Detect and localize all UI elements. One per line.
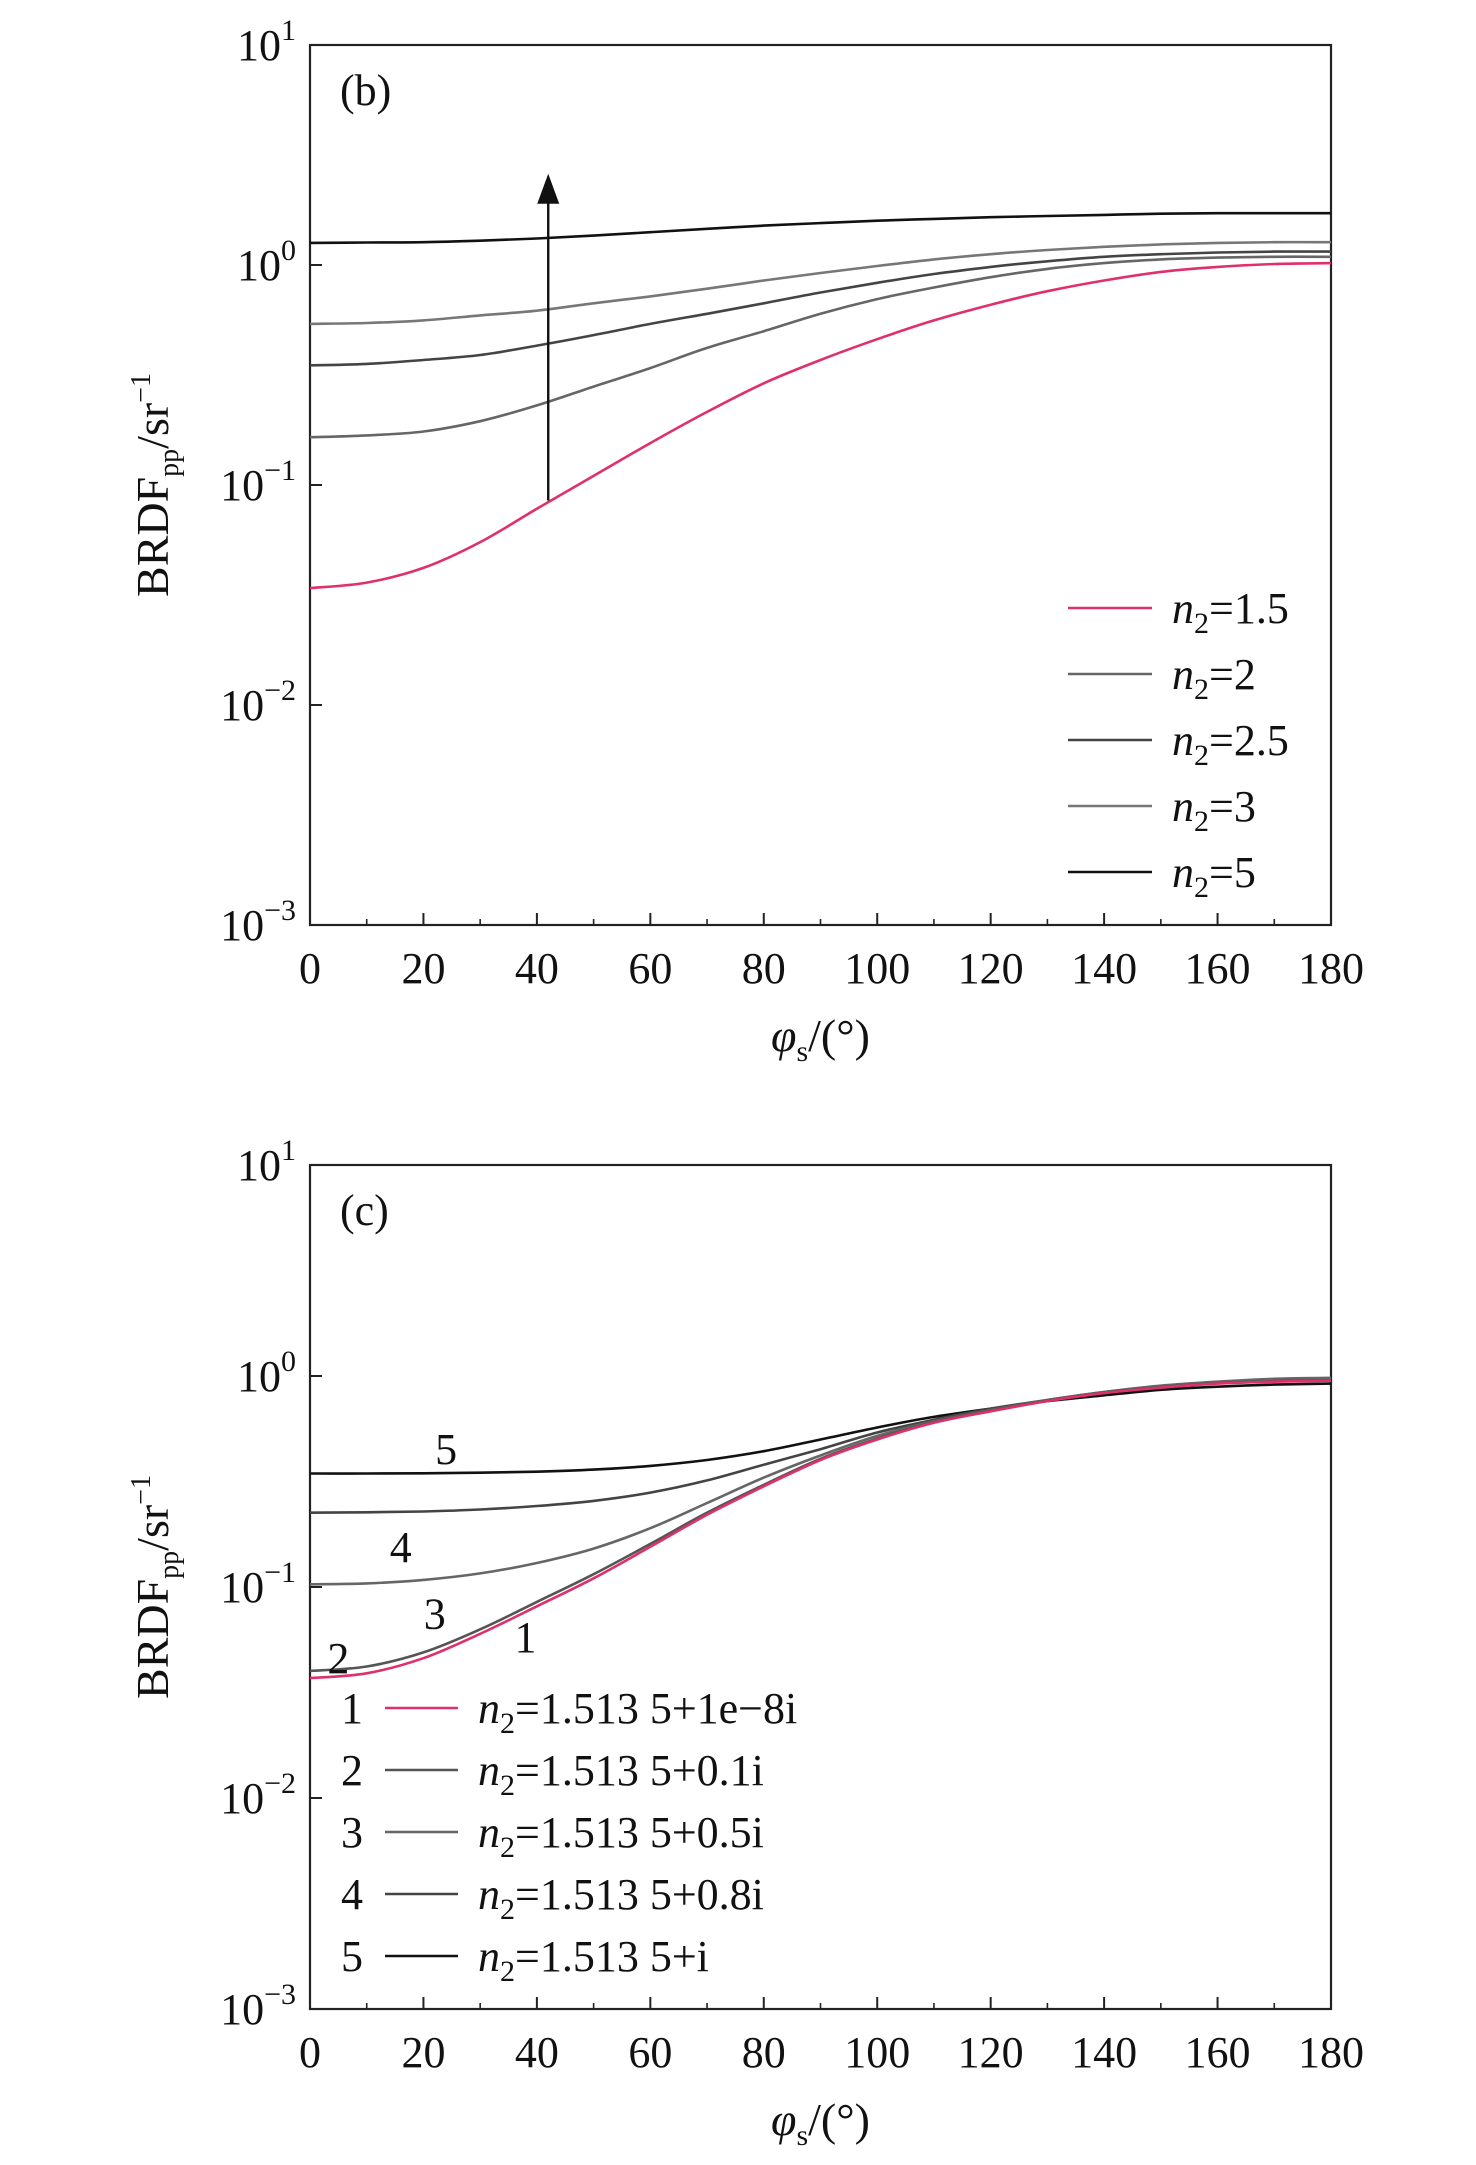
- legend-entry: n2=3: [1172, 782, 1256, 838]
- series-line: [309, 1382, 1332, 1475]
- chart-panel-c: 0 20 40 60 80 100 120 140 160 180 10−3 10−2 10−1 100 1…: [126, 1134, 1364, 2152]
- legend-entry: n2=1.513 5+0.1i: [478, 1746, 764, 1802]
- x-tick-label: 180: [1298, 944, 1364, 993]
- legend-entry: n2=2: [1172, 650, 1256, 706]
- y-axis-title: BRDFpp/sr−1: [126, 1475, 185, 1699]
- panel-label: (b): [340, 66, 391, 115]
- x-tick-label: 20: [401, 944, 445, 993]
- legend-entry: n2=5: [1172, 848, 1256, 904]
- x-tick-label: 0: [299, 2028, 321, 2077]
- curve-number-label: 5: [435, 1425, 457, 1474]
- x-tick-label: 20: [401, 2028, 445, 2077]
- series-line: [309, 1379, 1332, 1680]
- x-tick-label: 100: [844, 944, 910, 993]
- x-tick-label: 0: [299, 944, 321, 993]
- legend-number: 2: [341, 1746, 363, 1795]
- legend-entry: n2=1.513 5+0.8i: [478, 1870, 764, 1926]
- series-line: [309, 250, 1332, 367]
- y-tick-label: 101: [237, 14, 296, 70]
- y-tick-label: 10−3: [220, 894, 296, 950]
- legend-entry: n2=1.513 5+0.5i: [478, 1808, 764, 1864]
- y-tick-label: 10−1: [220, 454, 296, 510]
- y-tick-label: 10−1: [220, 1556, 296, 1612]
- y-tick-label: 10−2: [220, 674, 296, 730]
- plot-frame: [308, 1163, 1333, 2011]
- series-line: [309, 261, 1332, 590]
- series-line: [309, 1378, 1332, 1514]
- curve-number-label: 2: [327, 1634, 349, 1683]
- x-tick-label: 60: [628, 2028, 672, 2077]
- y-tick-label: 101: [237, 1134, 296, 1190]
- x-tick-label: 120: [958, 2028, 1024, 2077]
- legend-number: 3: [341, 1808, 363, 1857]
- legend-entry: n2=1.5: [1172, 584, 1289, 640]
- series-line: [309, 1376, 1332, 1586]
- series-line: [309, 1378, 1332, 1673]
- y-axis-title: BRDFpp/sr−1: [126, 373, 185, 597]
- x-tick-label: 80: [742, 2028, 786, 2077]
- curve-number-label: 4: [390, 1523, 412, 1572]
- series-line: [309, 211, 1331, 245]
- x-tick-label: 160: [1185, 2028, 1251, 2077]
- trend-arrow-head: [537, 173, 560, 204]
- y-tick-label: 10−2: [220, 1767, 296, 1823]
- x-tick-label: 80: [742, 944, 786, 993]
- legend-entry: n2=1.513 5+i: [478, 1932, 709, 1988]
- x-tick-label: 100: [844, 2028, 910, 2077]
- legend-entry: n2=1.513 5+1e−8i: [478, 1684, 797, 1740]
- x-tick-label: 40: [515, 944, 559, 993]
- x-tick-label: 160: [1185, 944, 1251, 993]
- legend-entry: n2=2.5: [1172, 716, 1289, 772]
- chart-panel-b: 0 20 40 60 80 100 120 140 160 180 10−3 10−2 10−1 100 1…: [126, 14, 1364, 1068]
- legend-number: 4: [341, 1870, 363, 1919]
- x-tick-label: 140: [1071, 2028, 1137, 2077]
- x-tick-label: 60: [628, 944, 672, 993]
- panel-label: (c): [340, 1186, 389, 1235]
- x-tick-label: 180: [1298, 2028, 1364, 2077]
- legend-number: 1: [341, 1684, 363, 1733]
- series-line: [309, 240, 1332, 326]
- y-tick-label: 100: [237, 1345, 296, 1401]
- x-axis-title: φs/(°): [771, 1010, 870, 1068]
- curve-number-label: 1: [515, 1613, 537, 1662]
- x-tick-label: 120: [958, 944, 1024, 993]
- y-tick-label: 10−3: [220, 1978, 296, 2034]
- series-line: [309, 255, 1332, 439]
- x-tick-label: 40: [515, 2028, 559, 2077]
- x-tick-label: 140: [1071, 944, 1137, 993]
- legend-number: 5: [341, 1932, 363, 1981]
- x-axis-title: φs/(°): [771, 2094, 870, 2152]
- curve-number-label: 3: [424, 1589, 446, 1638]
- y-tick-label: 100: [237, 234, 296, 290]
